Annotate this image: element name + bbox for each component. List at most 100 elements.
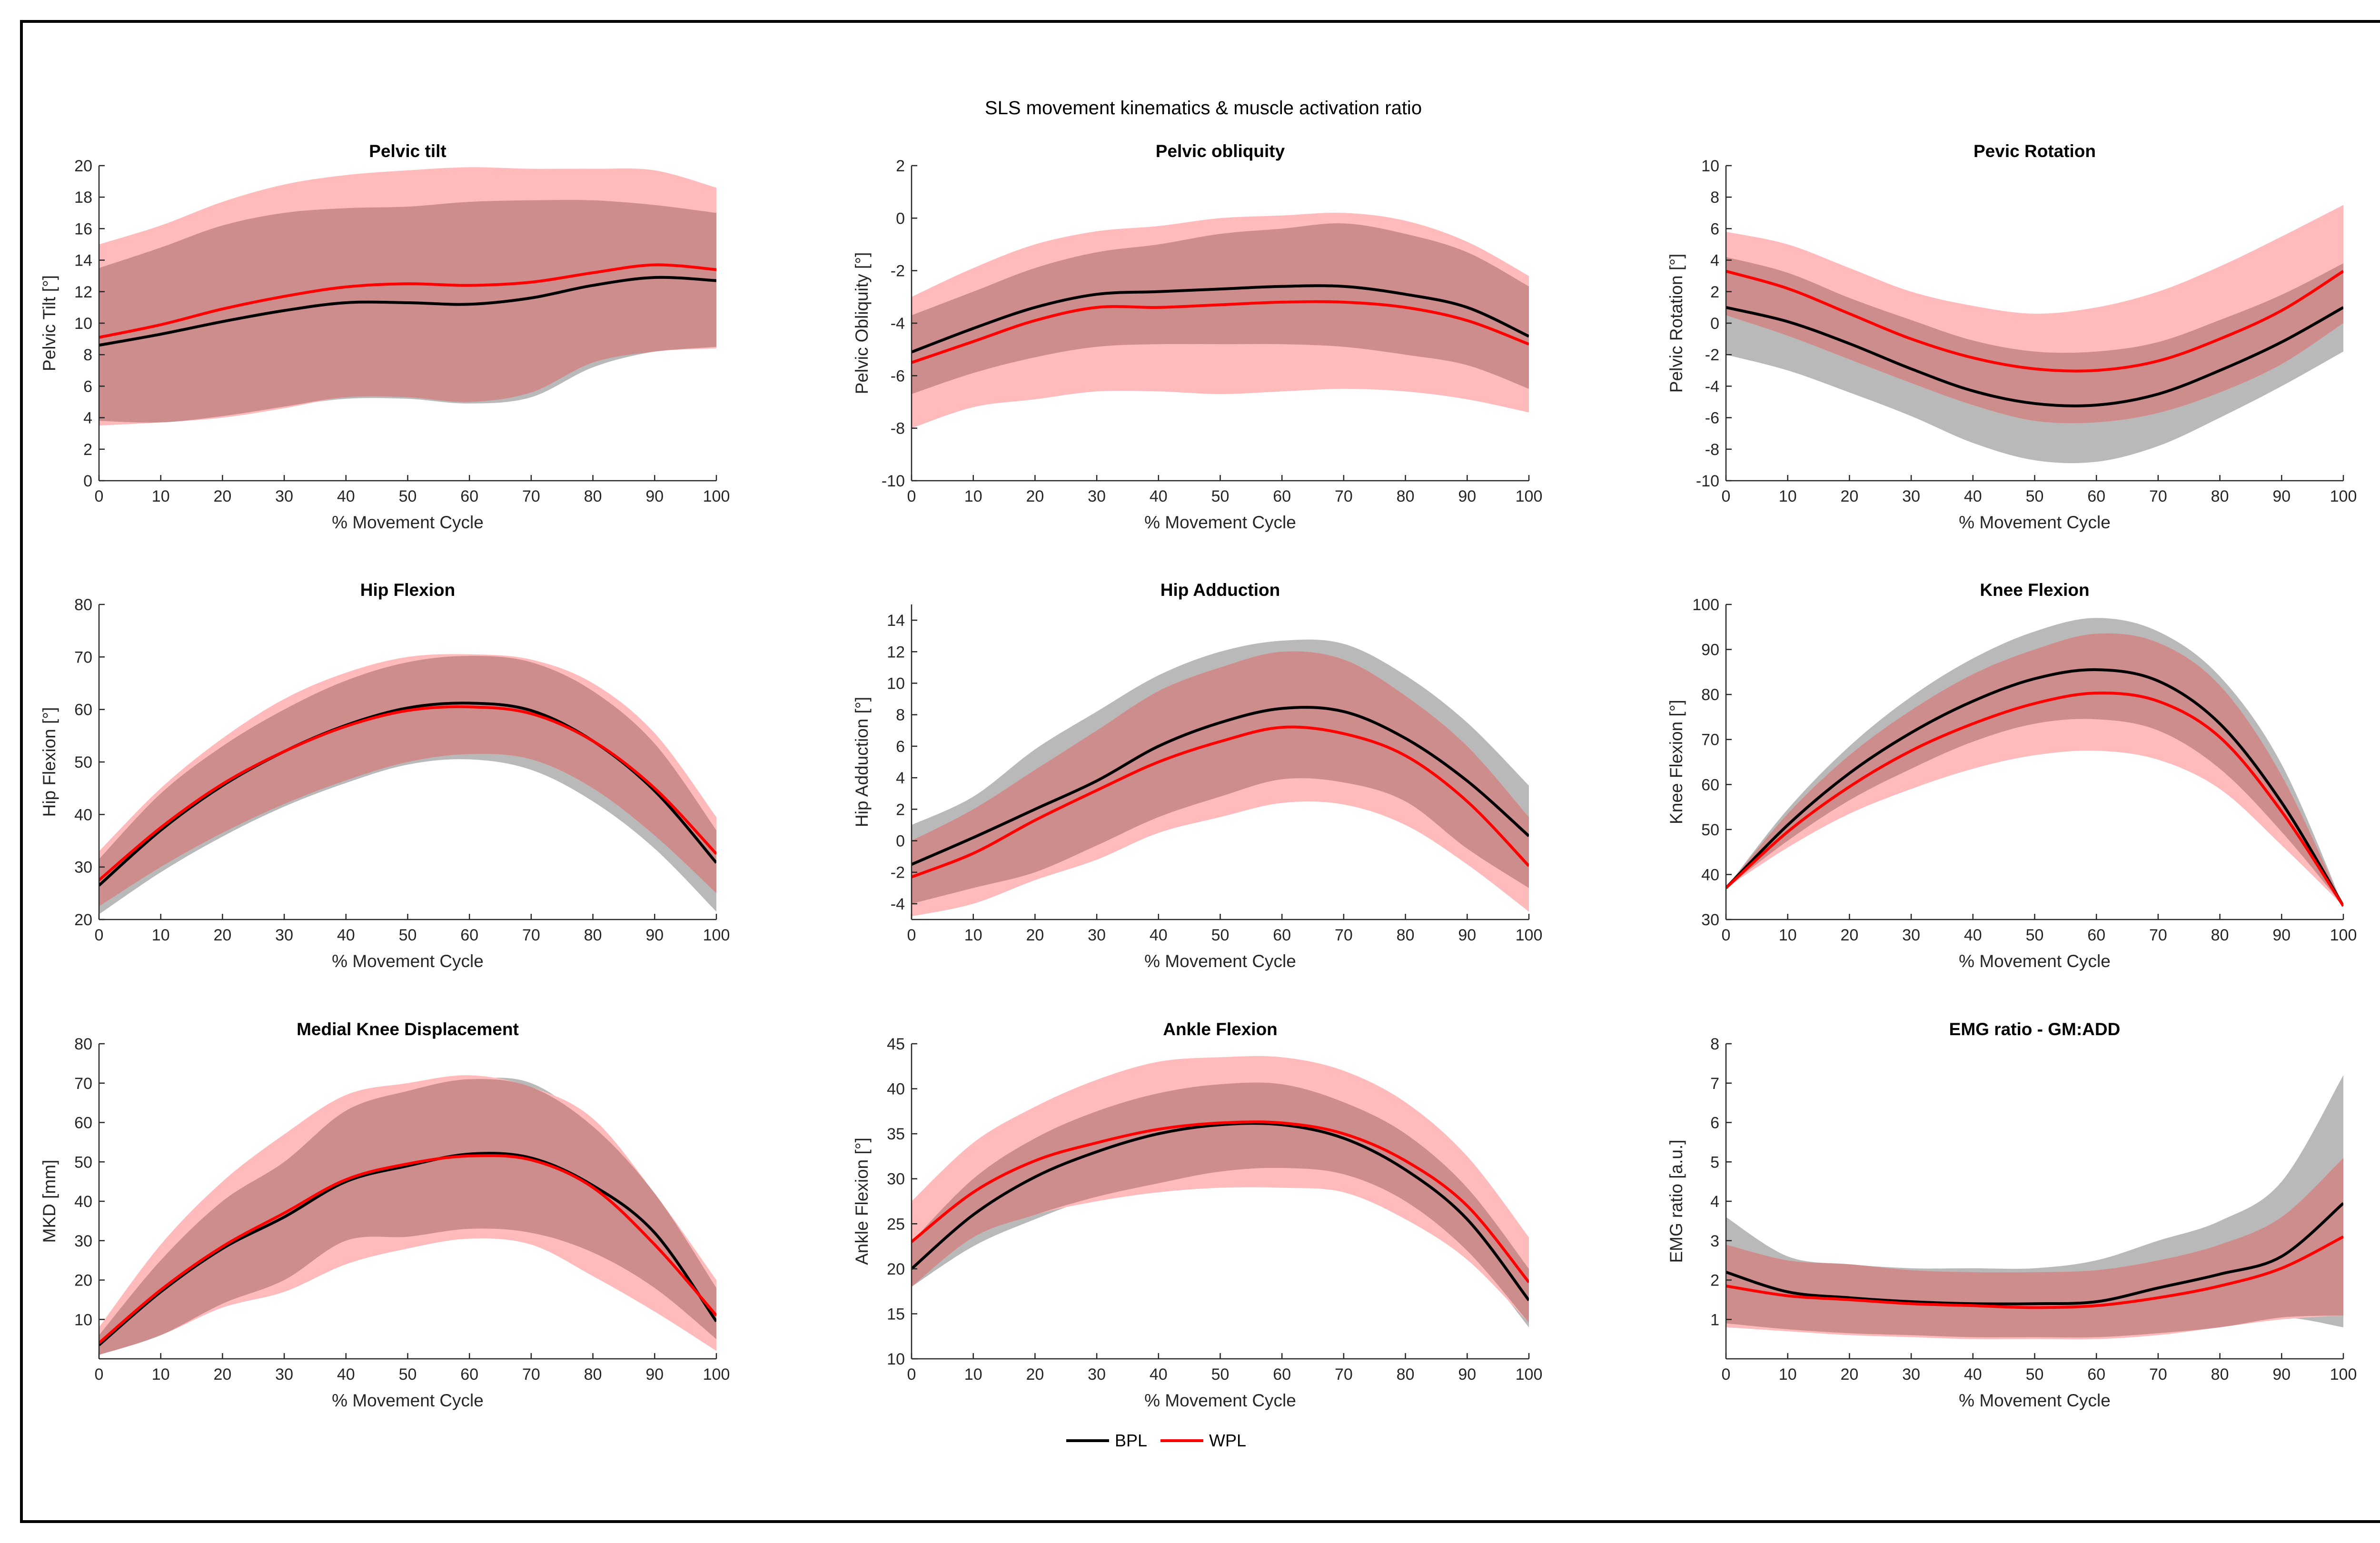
y-tick-label: 16 bbox=[74, 220, 92, 238]
line-bpl bbox=[1726, 306, 2343, 407]
legend-item-bpl: BPL bbox=[1066, 1431, 1147, 1451]
y-tick-label: -6 bbox=[891, 367, 905, 385]
plot-area bbox=[912, 212, 1529, 428]
y-tick-label: 30 bbox=[887, 1170, 905, 1188]
y-tick-label: 20 bbox=[74, 1272, 92, 1290]
y-axis-label: Pelvic Obliquity [°] bbox=[852, 252, 872, 395]
y-tick-label: 4 bbox=[1710, 252, 1719, 270]
y-tick-label: 6 bbox=[1710, 1114, 1719, 1132]
legend-item-wpl: WPL bbox=[1160, 1431, 1246, 1451]
x-tick-label: 70 bbox=[522, 1365, 540, 1384]
y-tick-label: -4 bbox=[1705, 377, 1719, 396]
x-tick-label: 60 bbox=[460, 926, 478, 944]
y-tick-label: 15 bbox=[887, 1305, 905, 1323]
x-tick-label: 50 bbox=[399, 487, 417, 505]
y-tick-label: -4 bbox=[891, 895, 905, 913]
y-tick-label: -2 bbox=[891, 864, 905, 882]
y-tick-label: 2 bbox=[896, 801, 905, 819]
y-tick-label: 8 bbox=[83, 346, 92, 364]
y-tick-label: -6 bbox=[1705, 409, 1719, 427]
subplot-title: Pelvic obliquity bbox=[1156, 141, 1285, 161]
x-tick-label: 80 bbox=[1397, 487, 1415, 505]
line-bpl bbox=[1726, 1202, 2343, 1306]
line-bpl bbox=[912, 284, 1529, 354]
legend-swatch-wpl bbox=[1160, 1439, 1204, 1442]
x-tick-label: 60 bbox=[2087, 1365, 2105, 1384]
legend-label-wpl: WPL bbox=[1209, 1431, 1247, 1450]
y-tick-label: 0 bbox=[1710, 315, 1719, 333]
y-tick-label: 60 bbox=[1701, 776, 1719, 794]
x-tick-label: 70 bbox=[2149, 487, 2167, 505]
x-tick-label: 40 bbox=[1150, 1365, 1168, 1384]
x-tick-label: 20 bbox=[213, 1365, 231, 1384]
plot-area bbox=[1726, 618, 2343, 907]
x-axis-label: % Movement Cycle bbox=[1959, 951, 2111, 971]
y-tick-label: 30 bbox=[74, 859, 92, 877]
x-axis-label: % Movement Cycle bbox=[332, 513, 484, 532]
x-tick-label: 90 bbox=[645, 1365, 664, 1384]
y-axis-label: Ankle Flexion [°] bbox=[852, 1137, 872, 1265]
x-tick-label: 100 bbox=[1516, 926, 1543, 944]
x-tick-label: 60 bbox=[1273, 1365, 1291, 1384]
y-tick-label: 2 bbox=[1710, 1272, 1719, 1290]
x-tick-label: 30 bbox=[275, 1365, 293, 1384]
x-tick-label: 40 bbox=[1964, 487, 1982, 505]
x-tick-label: 100 bbox=[2330, 487, 2357, 505]
y-tick-label: 10 bbox=[887, 675, 905, 693]
x-axis-label: % Movement Cycle bbox=[1959, 1391, 2111, 1410]
x-tick-label: 70 bbox=[1335, 487, 1353, 505]
x-tick-label: 40 bbox=[1150, 487, 1168, 505]
x-tick-label: 80 bbox=[584, 926, 602, 944]
y-tick-label: 25 bbox=[887, 1215, 905, 1233]
x-tick-label: 80 bbox=[584, 1365, 602, 1384]
x-tick-label: 30 bbox=[1902, 926, 1920, 944]
y-tick-label: 4 bbox=[1710, 1193, 1719, 1211]
x-tick-label: 100 bbox=[1516, 487, 1543, 505]
y-tick-label: 90 bbox=[1701, 641, 1719, 659]
plot-area bbox=[99, 167, 716, 426]
x-tick-label: 90 bbox=[1458, 1365, 1476, 1384]
y-tick-label: 10 bbox=[887, 1350, 905, 1368]
x-tick-label: 20 bbox=[213, 487, 231, 505]
x-axis-label: % Movement Cycle bbox=[1144, 513, 1296, 532]
line-bpl bbox=[1726, 668, 2343, 907]
band-overlap bbox=[1726, 257, 2343, 424]
y-tick-label: 8 bbox=[896, 706, 905, 724]
line-bpl bbox=[912, 1122, 1529, 1301]
x-tick-label: 30 bbox=[275, 926, 293, 944]
y-tick-label: 30 bbox=[74, 1232, 92, 1250]
x-tick-label: 20 bbox=[213, 926, 231, 944]
y-tick-label: 80 bbox=[74, 1035, 92, 1053]
y-tick-label: 12 bbox=[74, 283, 92, 301]
line-bpl bbox=[99, 276, 716, 347]
y-tick-label: 40 bbox=[887, 1080, 905, 1098]
x-tick-label: 60 bbox=[2087, 926, 2105, 944]
y-tick-label: 70 bbox=[1701, 731, 1719, 749]
y-axis-label: Knee Flexion [°] bbox=[1666, 700, 1686, 824]
x-tick-label: 70 bbox=[1335, 926, 1353, 944]
y-tick-label: 0 bbox=[896, 832, 905, 851]
y-tick-label: 20 bbox=[74, 911, 92, 929]
y-tick-label: -10 bbox=[882, 472, 905, 490]
x-axis-label: % Movement Cycle bbox=[1959, 513, 2111, 532]
plot-area bbox=[912, 639, 1529, 917]
y-tick-label: 40 bbox=[74, 1193, 92, 1211]
legend: BPL WPL bbox=[1066, 1431, 1246, 1451]
y-axis-label: Hip Flexion [°] bbox=[40, 707, 59, 817]
x-tick-label: 10 bbox=[152, 1365, 170, 1384]
x-tick-label: 40 bbox=[337, 487, 355, 505]
subplot-ankle-flexion: 0 10 20 30 40 50 60 70 80 90 1001015202530354045An… bbox=[852, 1019, 1542, 1410]
x-tick-label: 100 bbox=[1516, 1365, 1543, 1384]
x-tick-label: 50 bbox=[2026, 1365, 2044, 1384]
x-tick-label: 40 bbox=[1964, 1365, 1982, 1384]
x-tick-label: 70 bbox=[522, 487, 540, 505]
x-tick-label: 20 bbox=[1026, 926, 1044, 944]
y-tick-label: -8 bbox=[1705, 441, 1719, 459]
y-axis-label: MKD [mm] bbox=[40, 1160, 59, 1243]
x-tick-label: 20 bbox=[1840, 1365, 1858, 1384]
figure-title: SLS movement kinematics & muscle activat… bbox=[984, 98, 1422, 119]
x-tick-label: 50 bbox=[1211, 487, 1230, 505]
subplot-title: EMG ratio - GM:ADD bbox=[1949, 1019, 2121, 1039]
y-tick-label: 3 bbox=[1710, 1232, 1719, 1250]
y-tick-label: 2 bbox=[896, 157, 905, 175]
